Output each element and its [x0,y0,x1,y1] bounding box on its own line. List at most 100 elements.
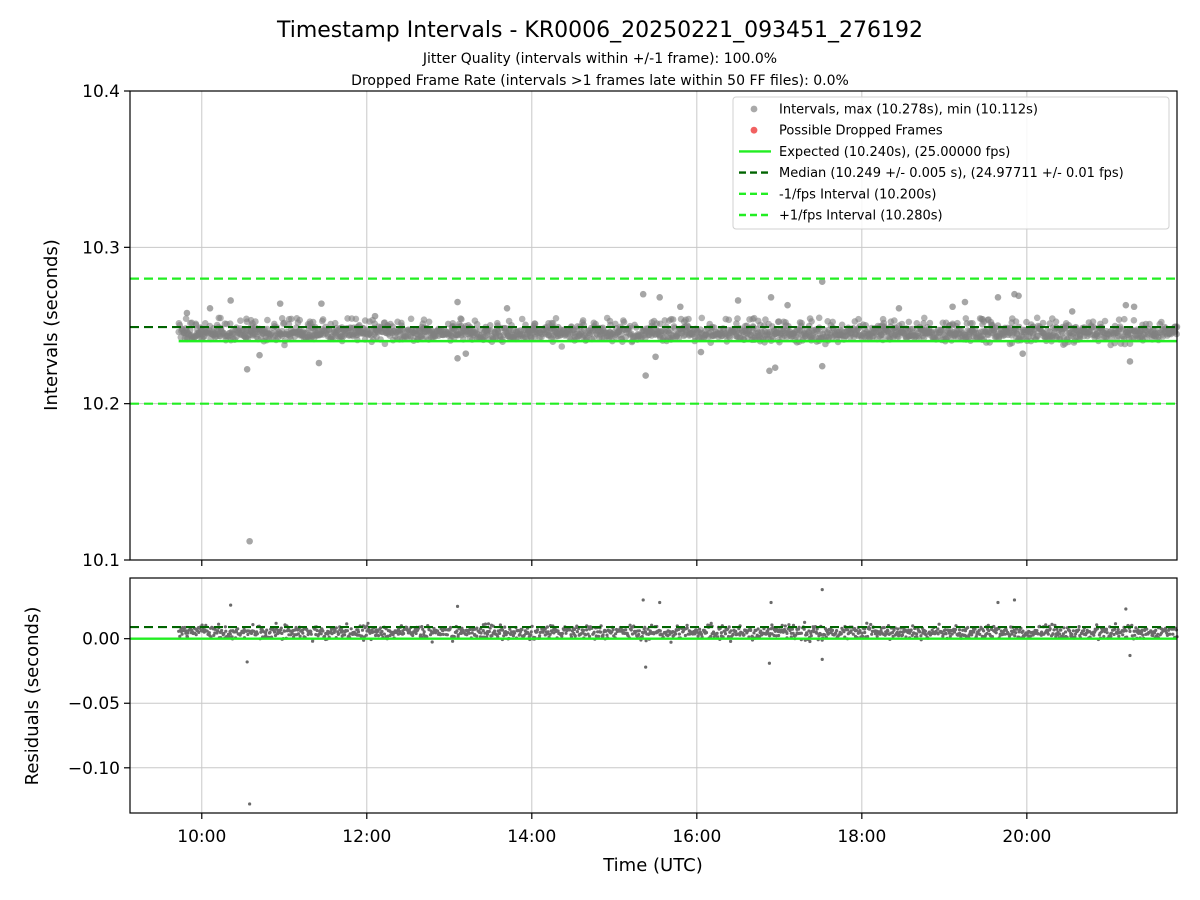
residual-point [486,622,491,626]
residual-point [990,635,995,639]
residual-point [783,624,787,628]
residual-point [421,627,425,631]
interval-outlier-point [183,309,191,317]
residual-point [919,634,923,638]
legend-label: Intervals, max (10.278s), min (10.112s) [779,103,1038,118]
top-y-tick-label: 10.4 [82,82,120,102]
residual-point [863,627,867,631]
residual-outlier-point [769,600,773,605]
top-y-tick-label: 10.1 [82,551,120,571]
interval-outlier-point [767,294,775,301]
residual-point [1048,627,1052,631]
interval-outlier-point [246,537,253,545]
residual-point [924,633,928,637]
residual-point [386,634,390,638]
residual-point [585,628,589,632]
residual-point [994,631,998,635]
residual-point [251,623,255,627]
residual-point [885,632,889,636]
residual-point [910,633,914,638]
residual-point [842,630,846,634]
interval-point [458,316,465,323]
x-tick-label: 18:00 [837,827,886,847]
residual-point [683,633,688,638]
residual-point [319,632,323,636]
residual-point [241,631,246,635]
residual-point [863,630,867,635]
residual-outlier-point [641,598,645,602]
residual-point [1082,629,1086,633]
residual-point [186,631,190,635]
residual-point [982,629,986,633]
interval-point [838,321,846,329]
residual-point [379,626,383,630]
residual-point [846,628,850,632]
residual-point [726,634,731,639]
residual-point [1117,634,1121,638]
residual-point [511,634,515,638]
interval-outlier-point [227,297,234,304]
residual-point [953,628,958,632]
bottom-residual-points [177,588,1179,806]
residual-point [835,629,839,633]
residual-point [958,631,962,635]
residual-point [598,630,603,634]
residual-point [1109,634,1113,638]
residual-point [180,632,184,636]
interval-point [829,318,836,326]
residual-point [455,629,459,633]
residual-point [1152,631,1157,635]
interval-point [518,315,526,323]
interval-outlier-point [895,305,903,312]
interval-outlier-point [766,367,773,375]
residual-point [923,629,928,633]
residual-point [858,629,862,633]
legend: Intervals, max (10.278s), min (10.112s) P… [732,96,1170,230]
residual-point [640,634,644,639]
residual-point [402,631,406,636]
residual-point [315,628,319,633]
residual-point [870,632,874,636]
residual-point [734,629,738,633]
residual-point [1145,627,1149,631]
residual-point [228,632,232,636]
residual-point [1071,629,1075,633]
residual-point [790,627,795,631]
residual-point [468,627,473,632]
residual-point [605,633,609,637]
residual-point [895,630,900,635]
residual-point [947,631,952,635]
residual-point [1124,629,1128,633]
residual-point [794,633,798,637]
residual-point [207,631,211,635]
interval-point [288,315,295,323]
residual-point [973,627,977,631]
residual-point [725,627,730,631]
interval-outlier-point [1015,292,1022,300]
x-tick-label: 14:00 [507,827,556,847]
residual-point [467,631,471,635]
residual-point [629,628,633,632]
interval-outlier-point [454,355,461,362]
residual-point [502,634,506,638]
residual-point [803,620,807,625]
residual-point [624,628,628,632]
bottom-reference-lines [130,625,1177,640]
residual-point [1021,629,1025,633]
interval-point [905,318,913,326]
interval-point [352,315,360,323]
residual-point [611,628,615,632]
interval-point [1089,318,1097,326]
residual-point [823,633,827,637]
residual-point [1003,632,1007,636]
residual-point [560,634,564,638]
residual-point [343,633,347,637]
interval-outlier-point [276,300,284,307]
residual-point [936,627,940,631]
residual-point [575,630,580,634]
residual-point [1014,631,1018,635]
residual-point [911,624,915,628]
residual-point [1133,633,1137,637]
residual-point [1168,632,1172,636]
residual-point [345,622,349,626]
